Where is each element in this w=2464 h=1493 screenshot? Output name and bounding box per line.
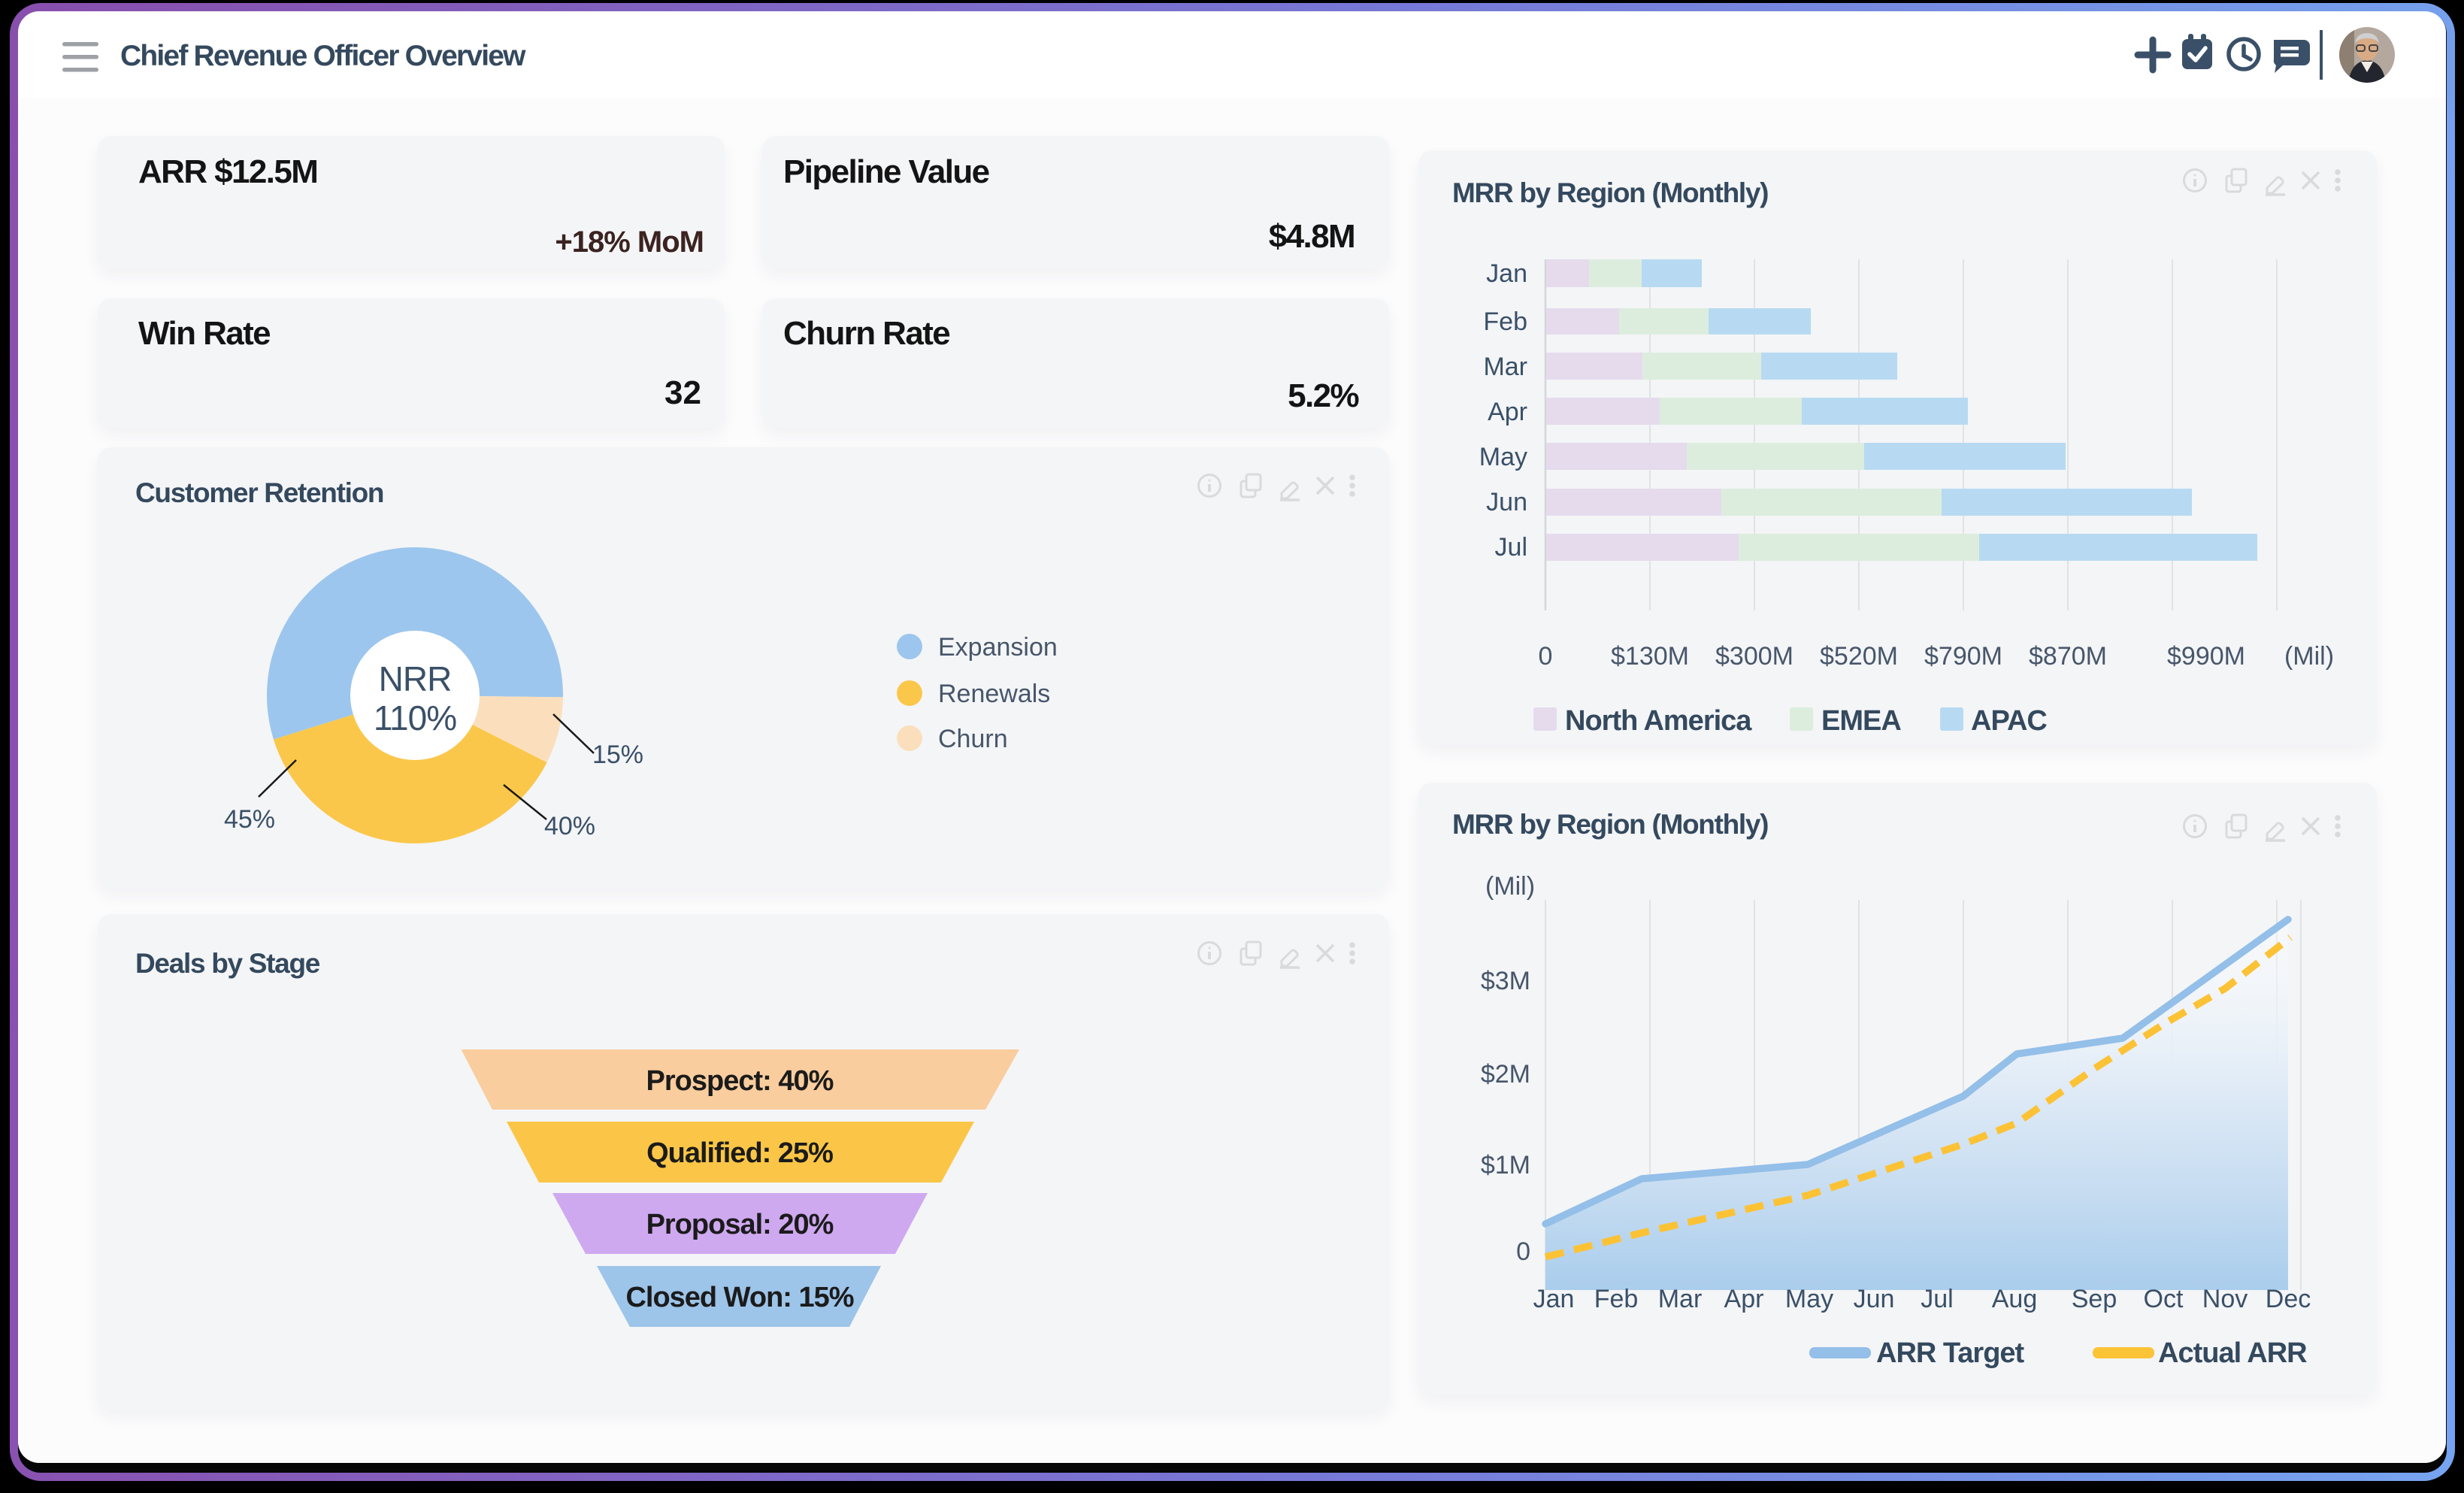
svg-text:Jun: Jun [1486,488,1527,516]
svg-text:Expansion: Expansion [938,633,1058,662]
svg-text:Jan: Jan [1486,259,1527,288]
svg-text:$300M: $300M [1715,642,1794,671]
svg-text:Actual ARR: Actual ARR [2158,1337,2307,1369]
svg-text:(Mil): (Mil) [2284,642,2334,671]
svg-text:May: May [1785,1285,1833,1313]
svg-text:Jul: Jul [1495,533,1527,562]
svg-text:Pipeline Value: Pipeline Value [783,153,989,190]
svg-text:Churn Rate: Churn Rate [783,315,949,352]
svg-text:Qualified: 25%: Qualified: 25% [646,1137,833,1169]
svg-text:ARR Target: ARR Target [1876,1337,2025,1369]
svg-text:Feb: Feb [1483,307,1527,336]
svg-text:Proposal: 20%: Proposal: 20% [646,1209,834,1240]
svg-text:(Mil): (Mil) [1485,872,1535,901]
svg-text:Renewals: Renewals [938,680,1050,708]
svg-text:$790M: $790M [1924,642,2002,671]
svg-text:North America: North America [1565,705,1752,737]
svg-text:$1M: $1M [1481,1151,1530,1180]
svg-text:APAC: APAC [1971,705,2047,737]
svg-text:40%: 40% [544,812,595,840]
svg-text:Closed Won: 15%: Closed Won: 15% [625,1282,853,1313]
svg-text:$870M: $870M [2029,642,2107,671]
svg-text:Jun: Jun [1854,1285,1895,1313]
svg-text:0: 0 [1516,1237,1530,1266]
svg-text:32: 32 [664,374,701,411]
svg-text:$4.8M: $4.8M [1269,218,1355,255]
svg-text:0: 0 [1539,642,1553,671]
svg-text:MRR by Region (Monthly): MRR by Region (Monthly) [1452,809,1768,840]
svg-text:$130M: $130M [1611,642,1689,671]
svg-text:Nov: Nov [2202,1285,2248,1313]
svg-text:Aug: Aug [1992,1285,2038,1313]
svg-text:$990M: $990M [2167,642,2245,671]
svg-text:MRR by Region (Monthly): MRR by Region (Monthly) [1452,177,1768,208]
svg-text:Apr: Apr [1724,1285,1764,1313]
svg-text:Deals by Stage: Deals by Stage [135,948,320,979]
svg-text:Mar: Mar [1483,353,1527,381]
svg-text:Jan: Jan [1533,1285,1575,1313]
svg-text:Sep: Sep [2072,1285,2117,1313]
svg-text:Dec: Dec [2266,1285,2311,1313]
svg-text:EMEA: EMEA [1821,705,1901,737]
svg-text:NRR: NRR [379,659,452,698]
svg-text:$3M: $3M [1481,967,1530,995]
svg-text:May: May [1479,443,1527,471]
svg-text:Chief Revenue Officer Overview: Chief Revenue Officer Overview [120,40,526,72]
svg-text:110%: 110% [374,698,456,737]
svg-text:Oct: Oct [2144,1285,2184,1313]
svg-text:Apr: Apr [1488,398,1527,426]
svg-text:45%: 45% [224,805,275,834]
svg-text:15%: 15% [592,740,643,769]
svg-text:+18% MoM: +18% MoM [555,226,704,259]
svg-text:Jul: Jul [1921,1285,1953,1313]
svg-text:Customer Retention: Customer Retention [135,477,383,508]
svg-text:Feb: Feb [1594,1285,1639,1313]
svg-text:Churn: Churn [938,725,1008,753]
svg-text:Prospect: 40%: Prospect: 40% [646,1065,834,1097]
svg-text:Win Rate: Win Rate [138,315,270,352]
svg-text:5.2%: 5.2% [1288,377,1358,414]
svg-text:Mar: Mar [1658,1285,1703,1313]
svg-text:ARR $12.5M: ARR $12.5M [138,153,317,190]
svg-text:$520M: $520M [1820,642,1898,671]
svg-text:$2M: $2M [1481,1060,1530,1089]
